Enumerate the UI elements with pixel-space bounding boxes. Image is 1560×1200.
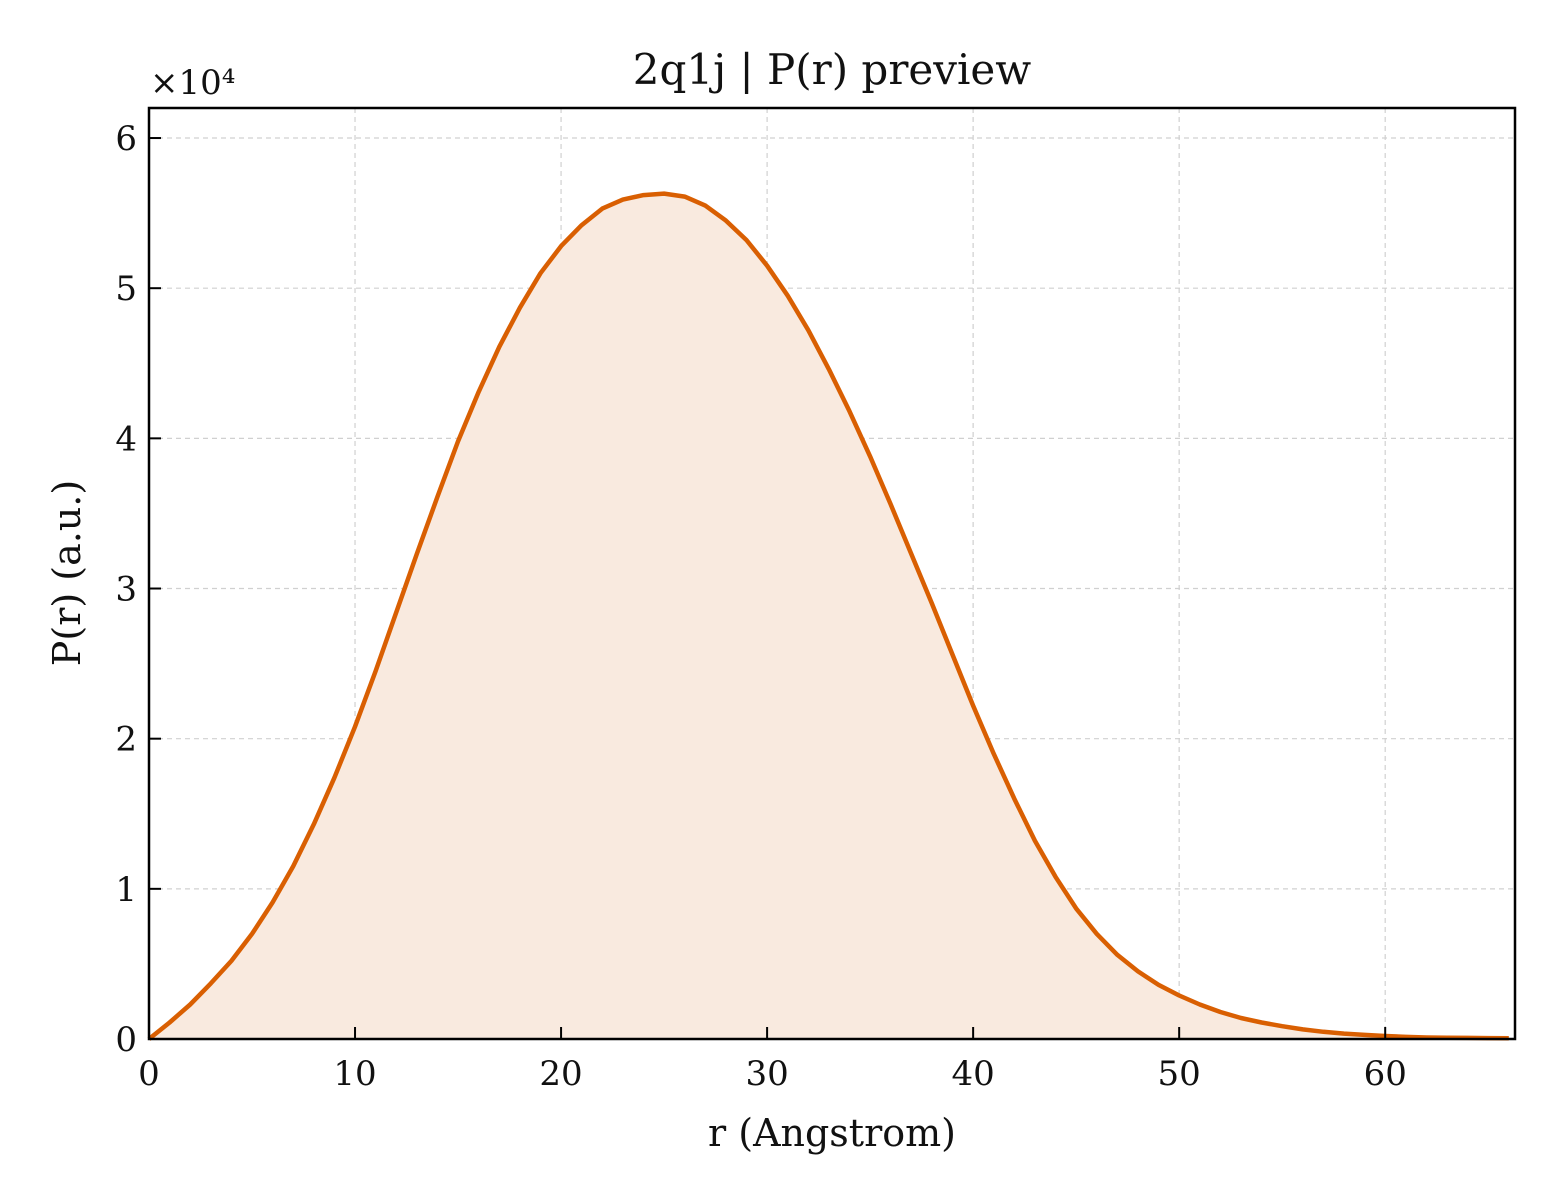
x-tick-label: 0 (138, 1054, 160, 1094)
x-tick-label: 30 (745, 1054, 788, 1094)
x-tick-label: 20 (539, 1054, 582, 1094)
y-scale-label: ×10⁴ (150, 63, 235, 103)
x-axis-title: r (Angstrom) (708, 1111, 956, 1155)
x-tick-label: 50 (1158, 1054, 1201, 1094)
tick-labels: 0 10 20 30 40 50 60 0 1 2 3 4 5 6 (115, 119, 1406, 1094)
y-tick-label: 6 (115, 119, 137, 159)
y-tick-label: 5 (115, 269, 137, 309)
y-tick-label: 0 (115, 1020, 137, 1060)
y-tick-label: 2 (115, 720, 137, 760)
x-tick-label: 10 (333, 1054, 376, 1094)
y-tick-label: 1 (115, 870, 137, 910)
y-tick-label: 3 (115, 570, 137, 610)
chart-title: 2q1j | P(r) preview (633, 45, 1031, 94)
y-tick-label: 4 (115, 419, 137, 459)
series-line (147, 191, 1509, 1041)
plot-frame (147, 106, 1517, 1041)
area-fill (149, 193, 1509, 1040)
x-tick-label: 40 (951, 1054, 994, 1094)
tick-marks (148, 137, 1387, 1040)
x-tick-label: 60 (1364, 1054, 1407, 1094)
y-axis-title: P(r) (a.u.) (45, 480, 89, 666)
